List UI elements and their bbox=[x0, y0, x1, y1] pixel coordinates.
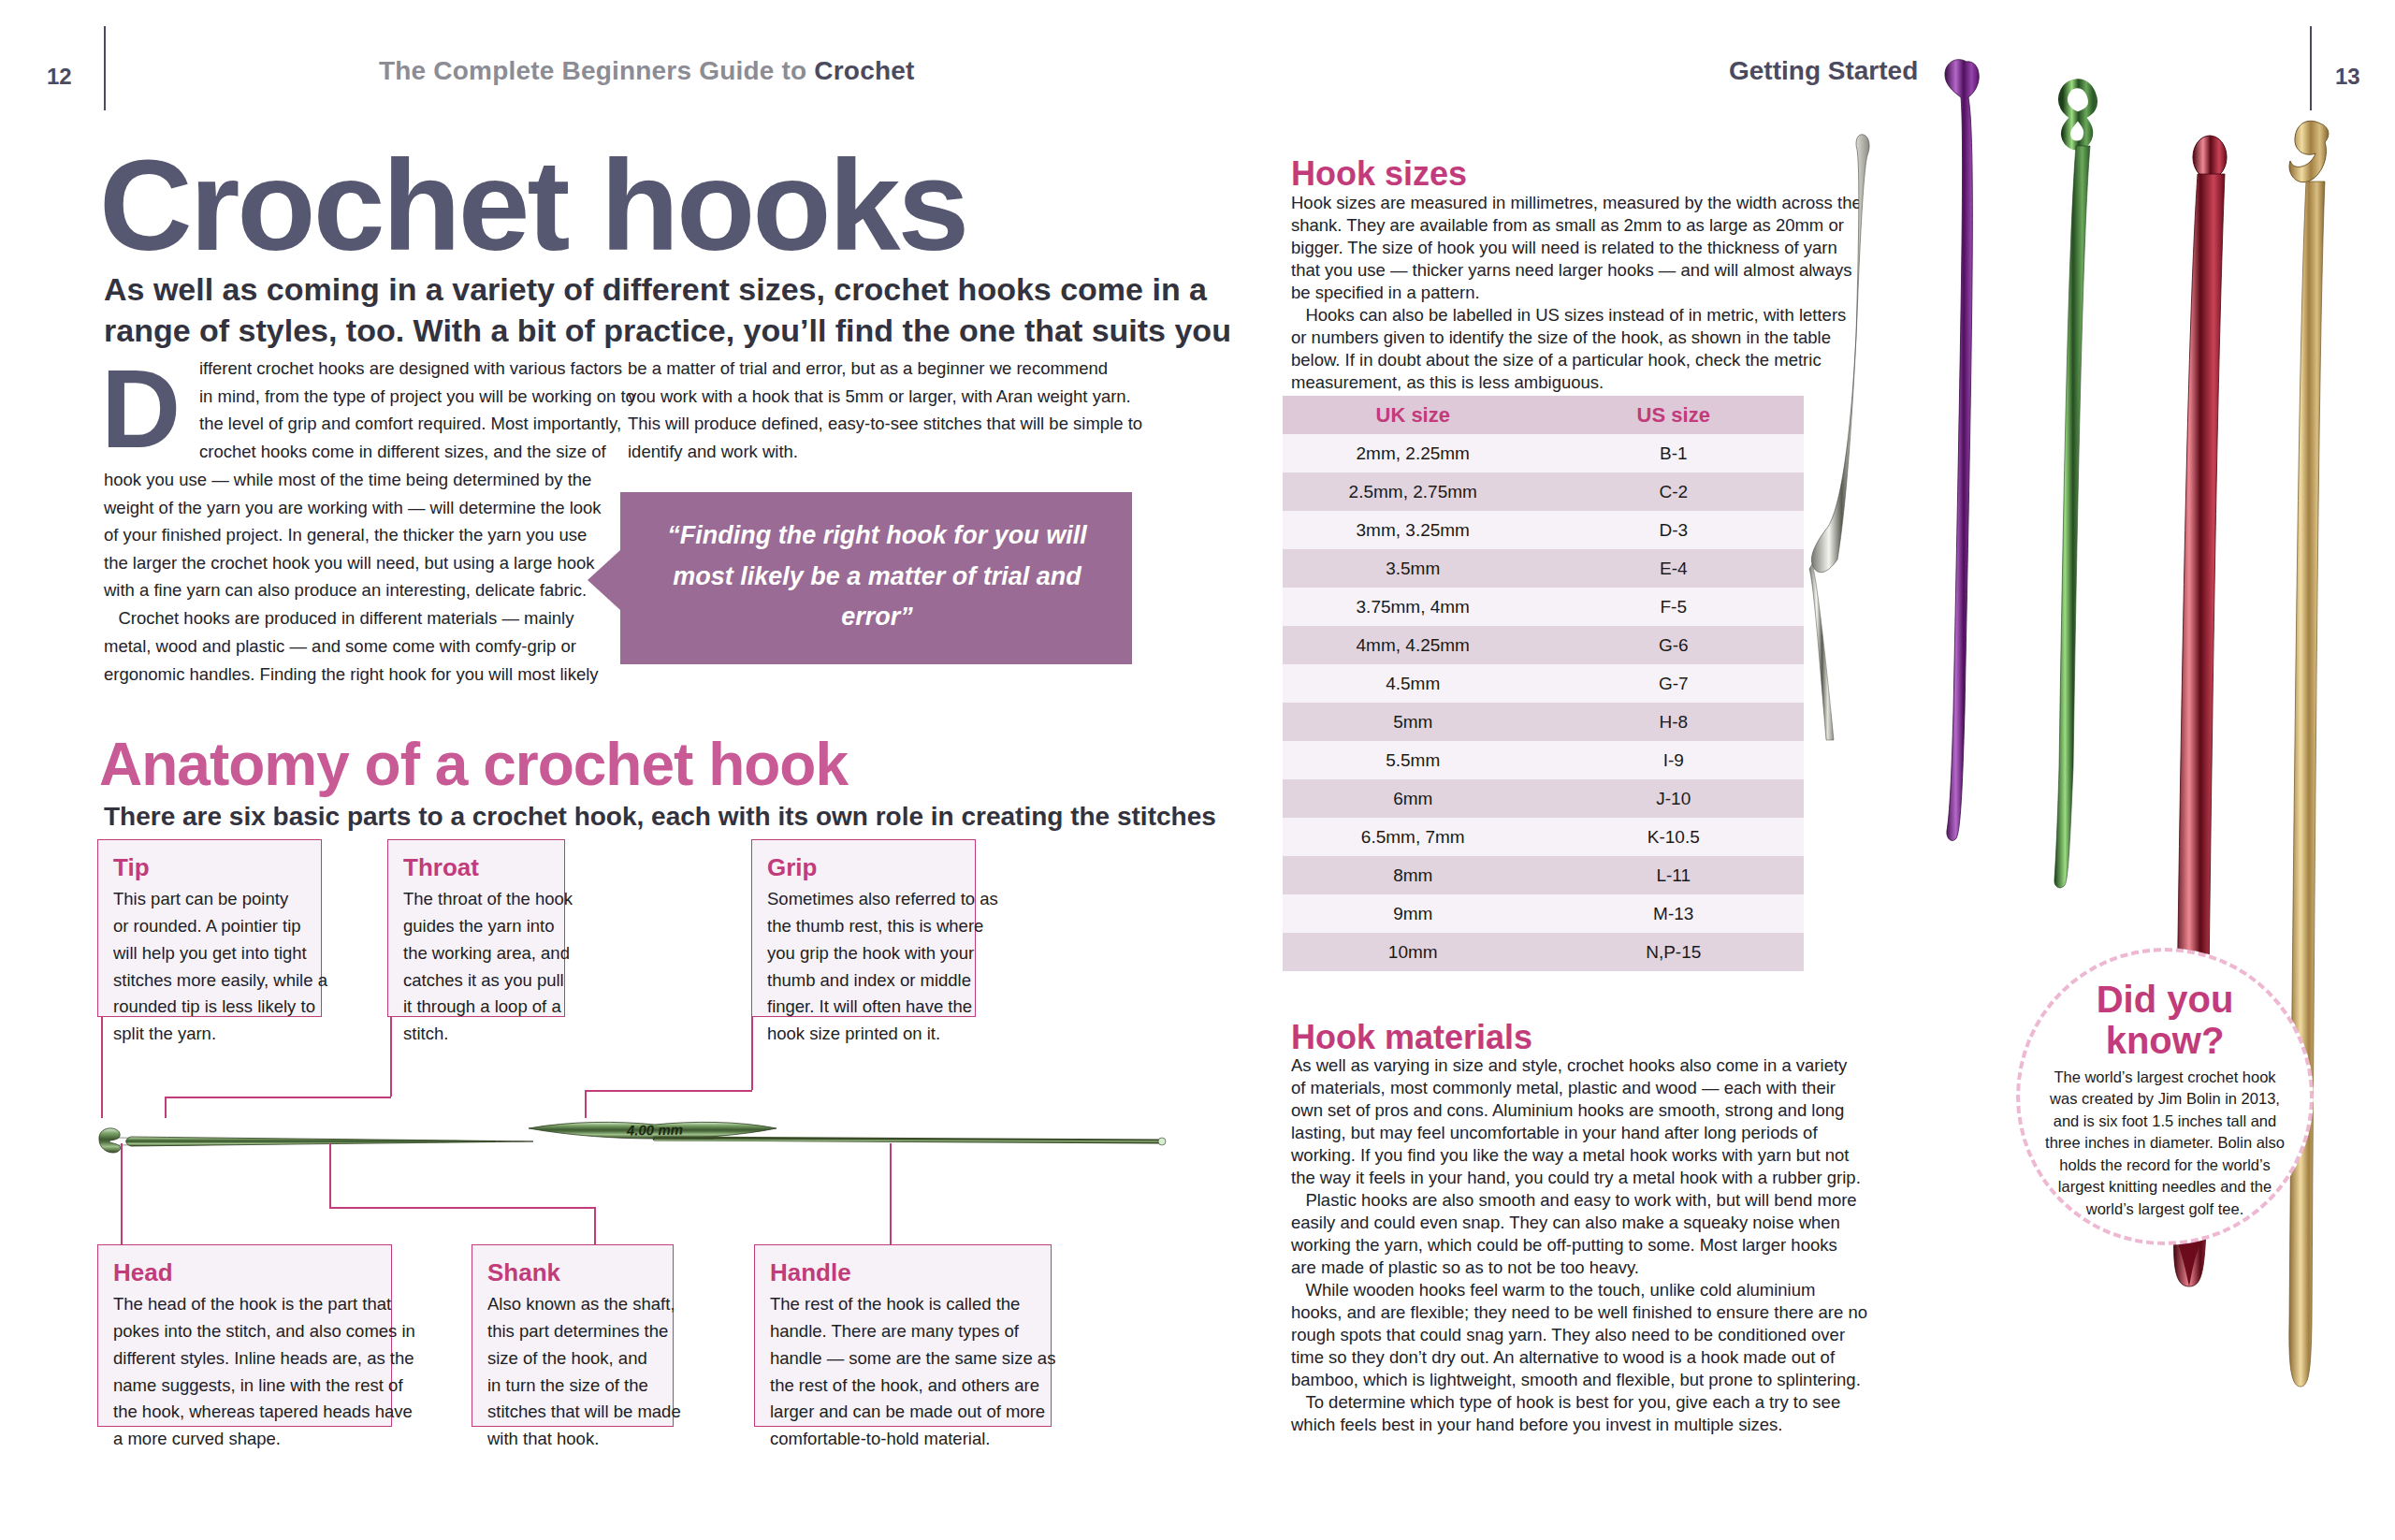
svg-text:4.00 mm: 4.00 mm bbox=[626, 1121, 683, 1138]
